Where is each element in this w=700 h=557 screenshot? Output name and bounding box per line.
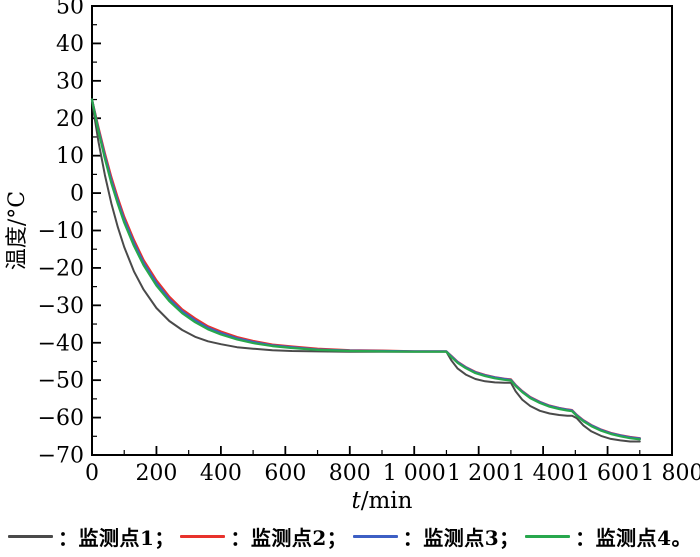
y-tick-label: −30 xyxy=(38,294,84,319)
y-tick-label: 0 xyxy=(70,182,84,207)
x-tick-label: 1 400 xyxy=(512,461,575,486)
legend-line-swatch-point1 xyxy=(8,534,53,538)
y-tick-label: −20 xyxy=(38,256,84,281)
y-tick-label: 20 xyxy=(56,107,84,132)
legend-item-point3: ：监测点3； xyxy=(352,522,520,551)
plot-frame xyxy=(91,5,673,456)
y-tick-label: 10 xyxy=(56,144,84,169)
y-tick-label: −50 xyxy=(38,369,84,394)
chart-legend: ：监测点1； ：监测点2； ：监测点3； ：监测点4。 xyxy=(0,517,700,555)
legend-item-point2: ：监测点2； xyxy=(180,522,347,551)
x-tick-label: 200 xyxy=(135,461,177,486)
x-tick-label: 600 xyxy=(264,461,306,486)
series-line-4 xyxy=(90,98,641,441)
y-tick-label: 50 xyxy=(56,0,84,20)
legend-label-point2: ：监测点2； xyxy=(230,525,348,550)
x-tick-label: 1 800 xyxy=(641,461,700,486)
series-line-2 xyxy=(90,98,641,440)
legend-item-point4: ：监测点4。 xyxy=(525,522,692,551)
legend-label-point3: ：监测点3； xyxy=(402,525,520,550)
legend-label-point1: ：监测点1； xyxy=(58,525,175,550)
x-tick-label: 1 600 xyxy=(576,461,639,486)
legend-item-point1: ：监测点1； xyxy=(8,522,175,551)
x-tick-label: 1 200 xyxy=(447,461,510,486)
y-tick-label: −40 xyxy=(38,331,84,356)
legend-label-point4: ：监测点4。 xyxy=(575,525,692,550)
y-tick-label: −10 xyxy=(38,219,84,244)
y-axis-title: 温度/°C xyxy=(5,191,30,270)
y-tick-label: 30 xyxy=(56,69,84,94)
x-tick-label: 1 000 xyxy=(383,461,446,486)
x-tick-label: 400 xyxy=(200,461,242,486)
series-line-3 xyxy=(90,98,641,440)
legend-line-swatch-point2 xyxy=(180,534,226,538)
x-axis-title: t/min xyxy=(352,488,413,514)
y-tick-label: 40 xyxy=(56,32,84,57)
x-tick-label: 0 xyxy=(85,461,99,486)
y-tick-label: −60 xyxy=(38,406,84,431)
legend-line-swatch-point3 xyxy=(352,534,398,538)
legend-line-swatch-point4 xyxy=(525,534,571,538)
x-tick-label: 800 xyxy=(329,461,371,486)
y-tick-label: −70 xyxy=(38,444,84,469)
temperature-line-chart: 0 200 400 600 800 1 000 1 200 1 400 1 600 1 800−7… xyxy=(5,0,700,514)
series-line-1 xyxy=(91,100,641,443)
